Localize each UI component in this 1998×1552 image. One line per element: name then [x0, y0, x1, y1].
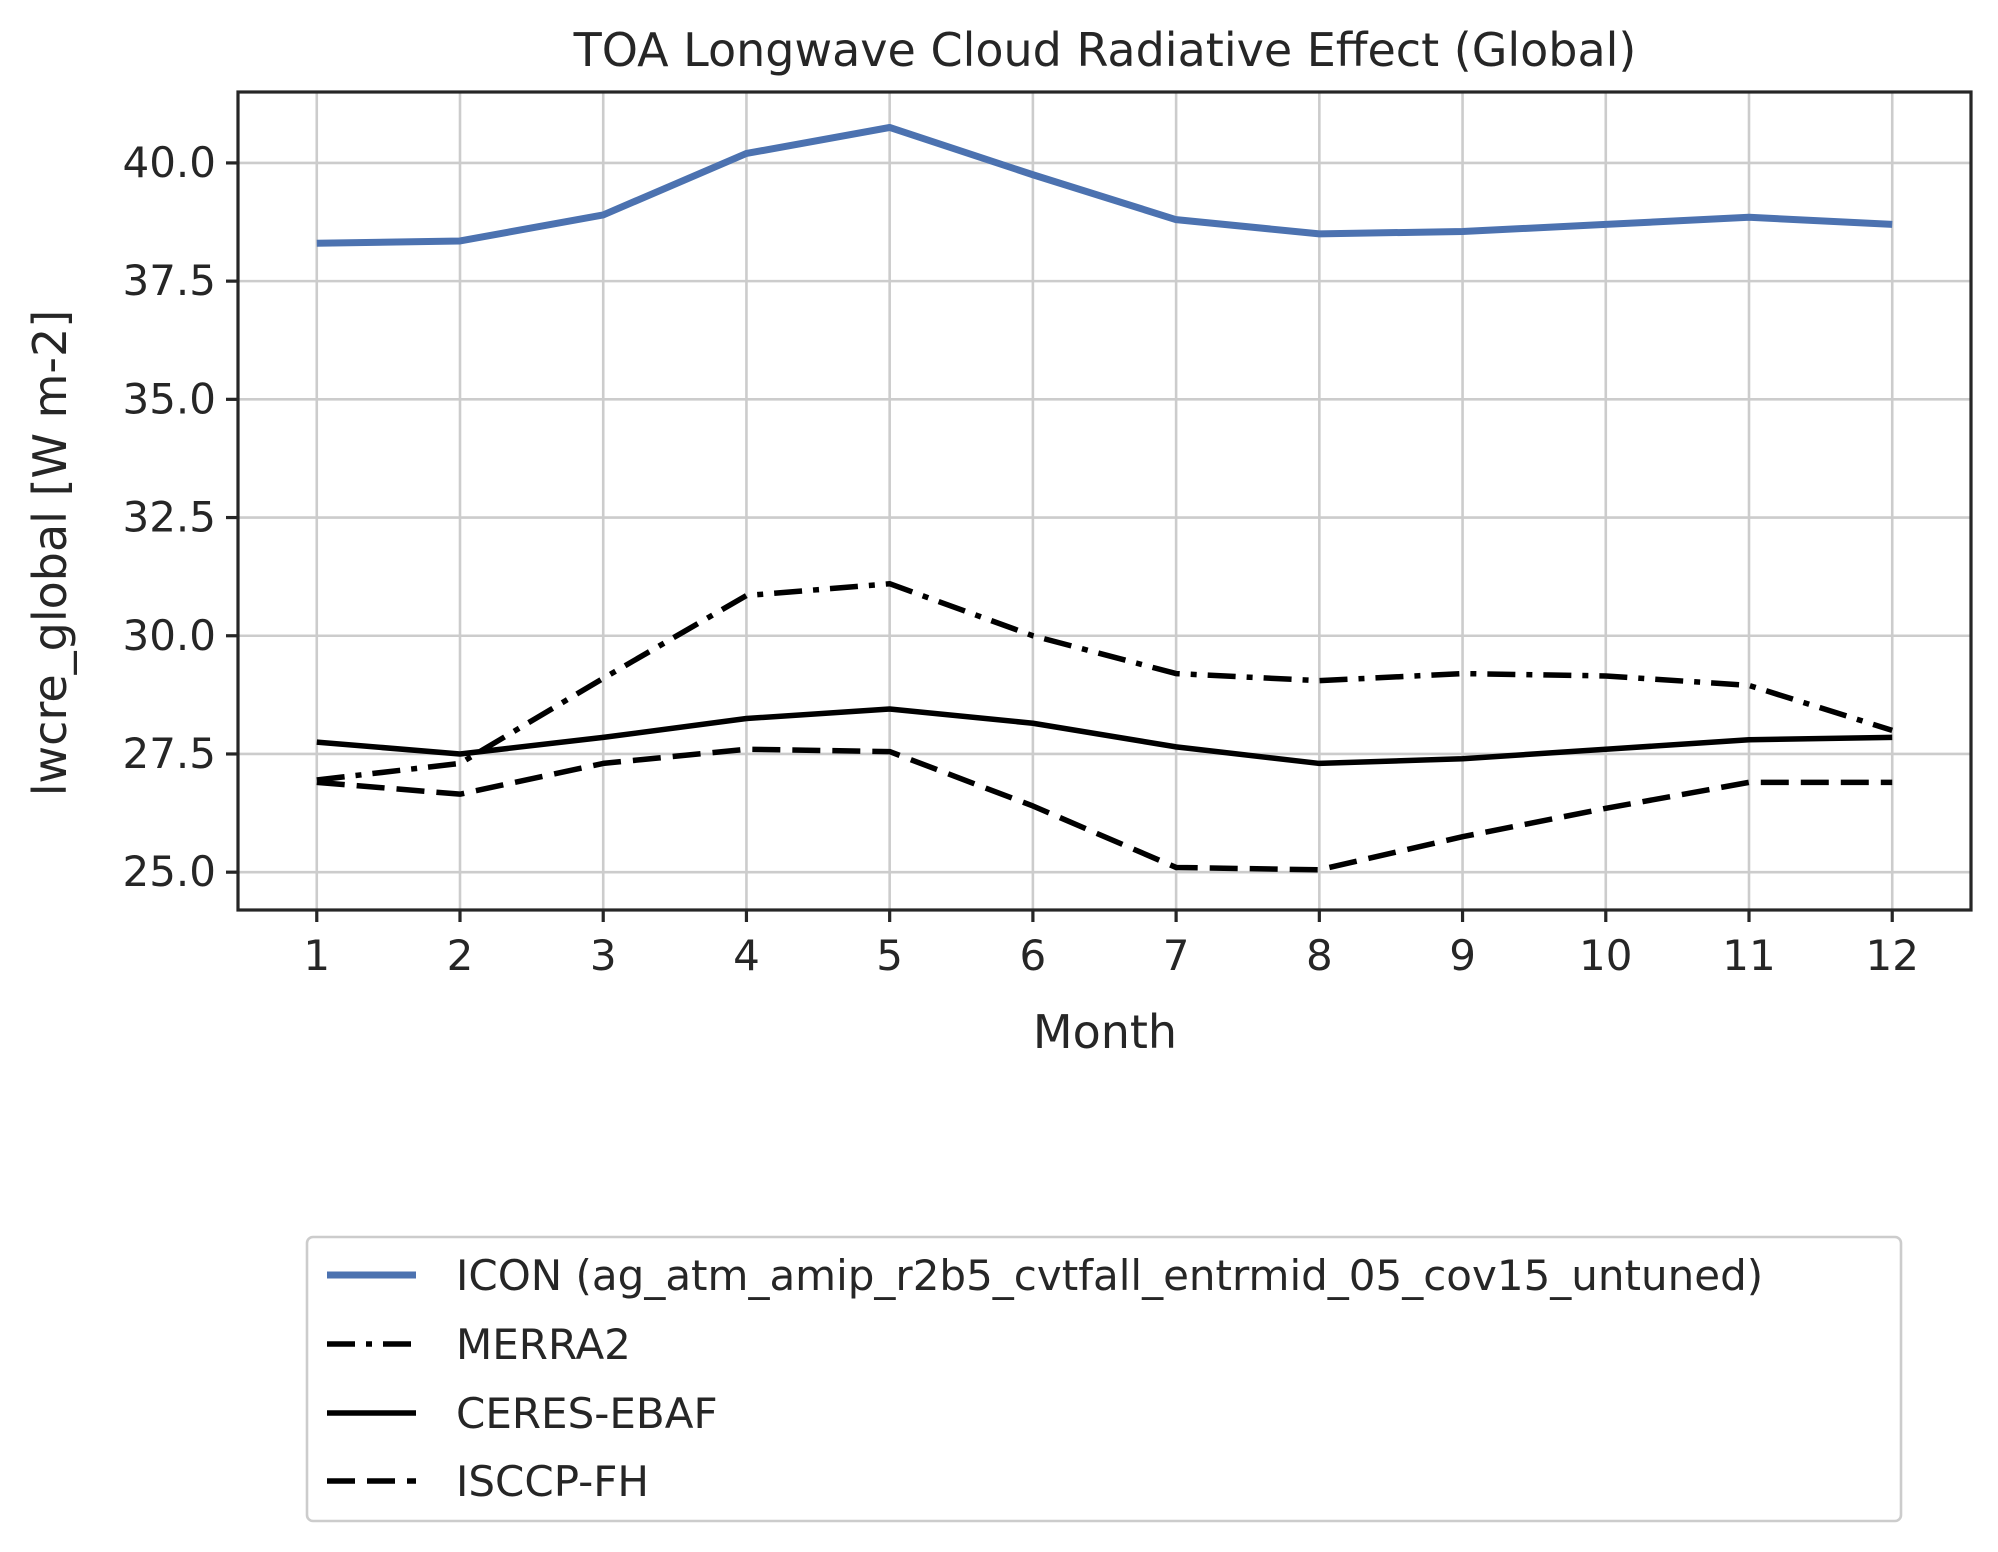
x-tick-label: 10 — [1579, 931, 1632, 980]
x-tick-label: 12 — [1866, 931, 1919, 980]
x-tick-label: 7 — [1163, 931, 1190, 980]
x-tick-label: 6 — [1020, 931, 1047, 980]
x-tick-label: 9 — [1449, 931, 1476, 980]
y-axis-ticks: 25.0 27.5 30.0 32.5 35.0 37.5 40.0 — [122, 138, 238, 896]
x-tick-label: 2 — [447, 931, 474, 980]
y-tick-label: 32.5 — [122, 493, 216, 542]
y-tick-label: 30.0 — [122, 611, 216, 660]
x-tick-label: 11 — [1722, 931, 1775, 980]
series-line — [316, 123, 1893, 247]
chart-title: TOA Longwave Cloud Radiative Effect (Glo… — [573, 23, 1637, 77]
x-tick-label: 8 — [1306, 931, 1333, 980]
y-tick-label: 37.5 — [122, 256, 216, 305]
y-tick-label: 40.0 — [122, 138, 216, 187]
plot-series — [316, 123, 1894, 873]
legend-label: ICON (ag_atm_amip_r2b5_cvtfall_entrmid_0… — [456, 1251, 1763, 1300]
y-tick-label: 27.5 — [122, 729, 216, 778]
y-axis-label: lwcre_global [W m-2] — [23, 310, 77, 796]
x-tick-label: 4 — [733, 931, 760, 980]
y-tick-label: 35.0 — [122, 374, 216, 423]
legend-label: CERES-EBAF — [456, 1389, 718, 1438]
x-tick-label: 1 — [303, 931, 330, 980]
y-tick-label: 25.0 — [122, 847, 216, 896]
x-tick-label: 3 — [590, 931, 617, 980]
legend: ICON (ag_atm_amip_r2b5_cvtfall_entrmid_0… — [305, 1235, 1903, 1523]
grid — [238, 92, 1971, 910]
series-line — [316, 706, 1893, 767]
x-axis-ticks: 1 2 3 4 5 6 7 8 9 10 11 12 — [303, 910, 1919, 980]
plot-frame — [236, 90, 1973, 912]
x-axis-label: Month — [1033, 1005, 1177, 1059]
legend-frame — [305, 1235, 1903, 1523]
series-line — [316, 746, 1893, 873]
legend-label: ISCCP-FH — [456, 1457, 649, 1506]
series-line — [316, 580, 1894, 783]
legend-label: MERRA2 — [456, 1320, 631, 1369]
x-tick-label: 5 — [876, 931, 903, 980]
